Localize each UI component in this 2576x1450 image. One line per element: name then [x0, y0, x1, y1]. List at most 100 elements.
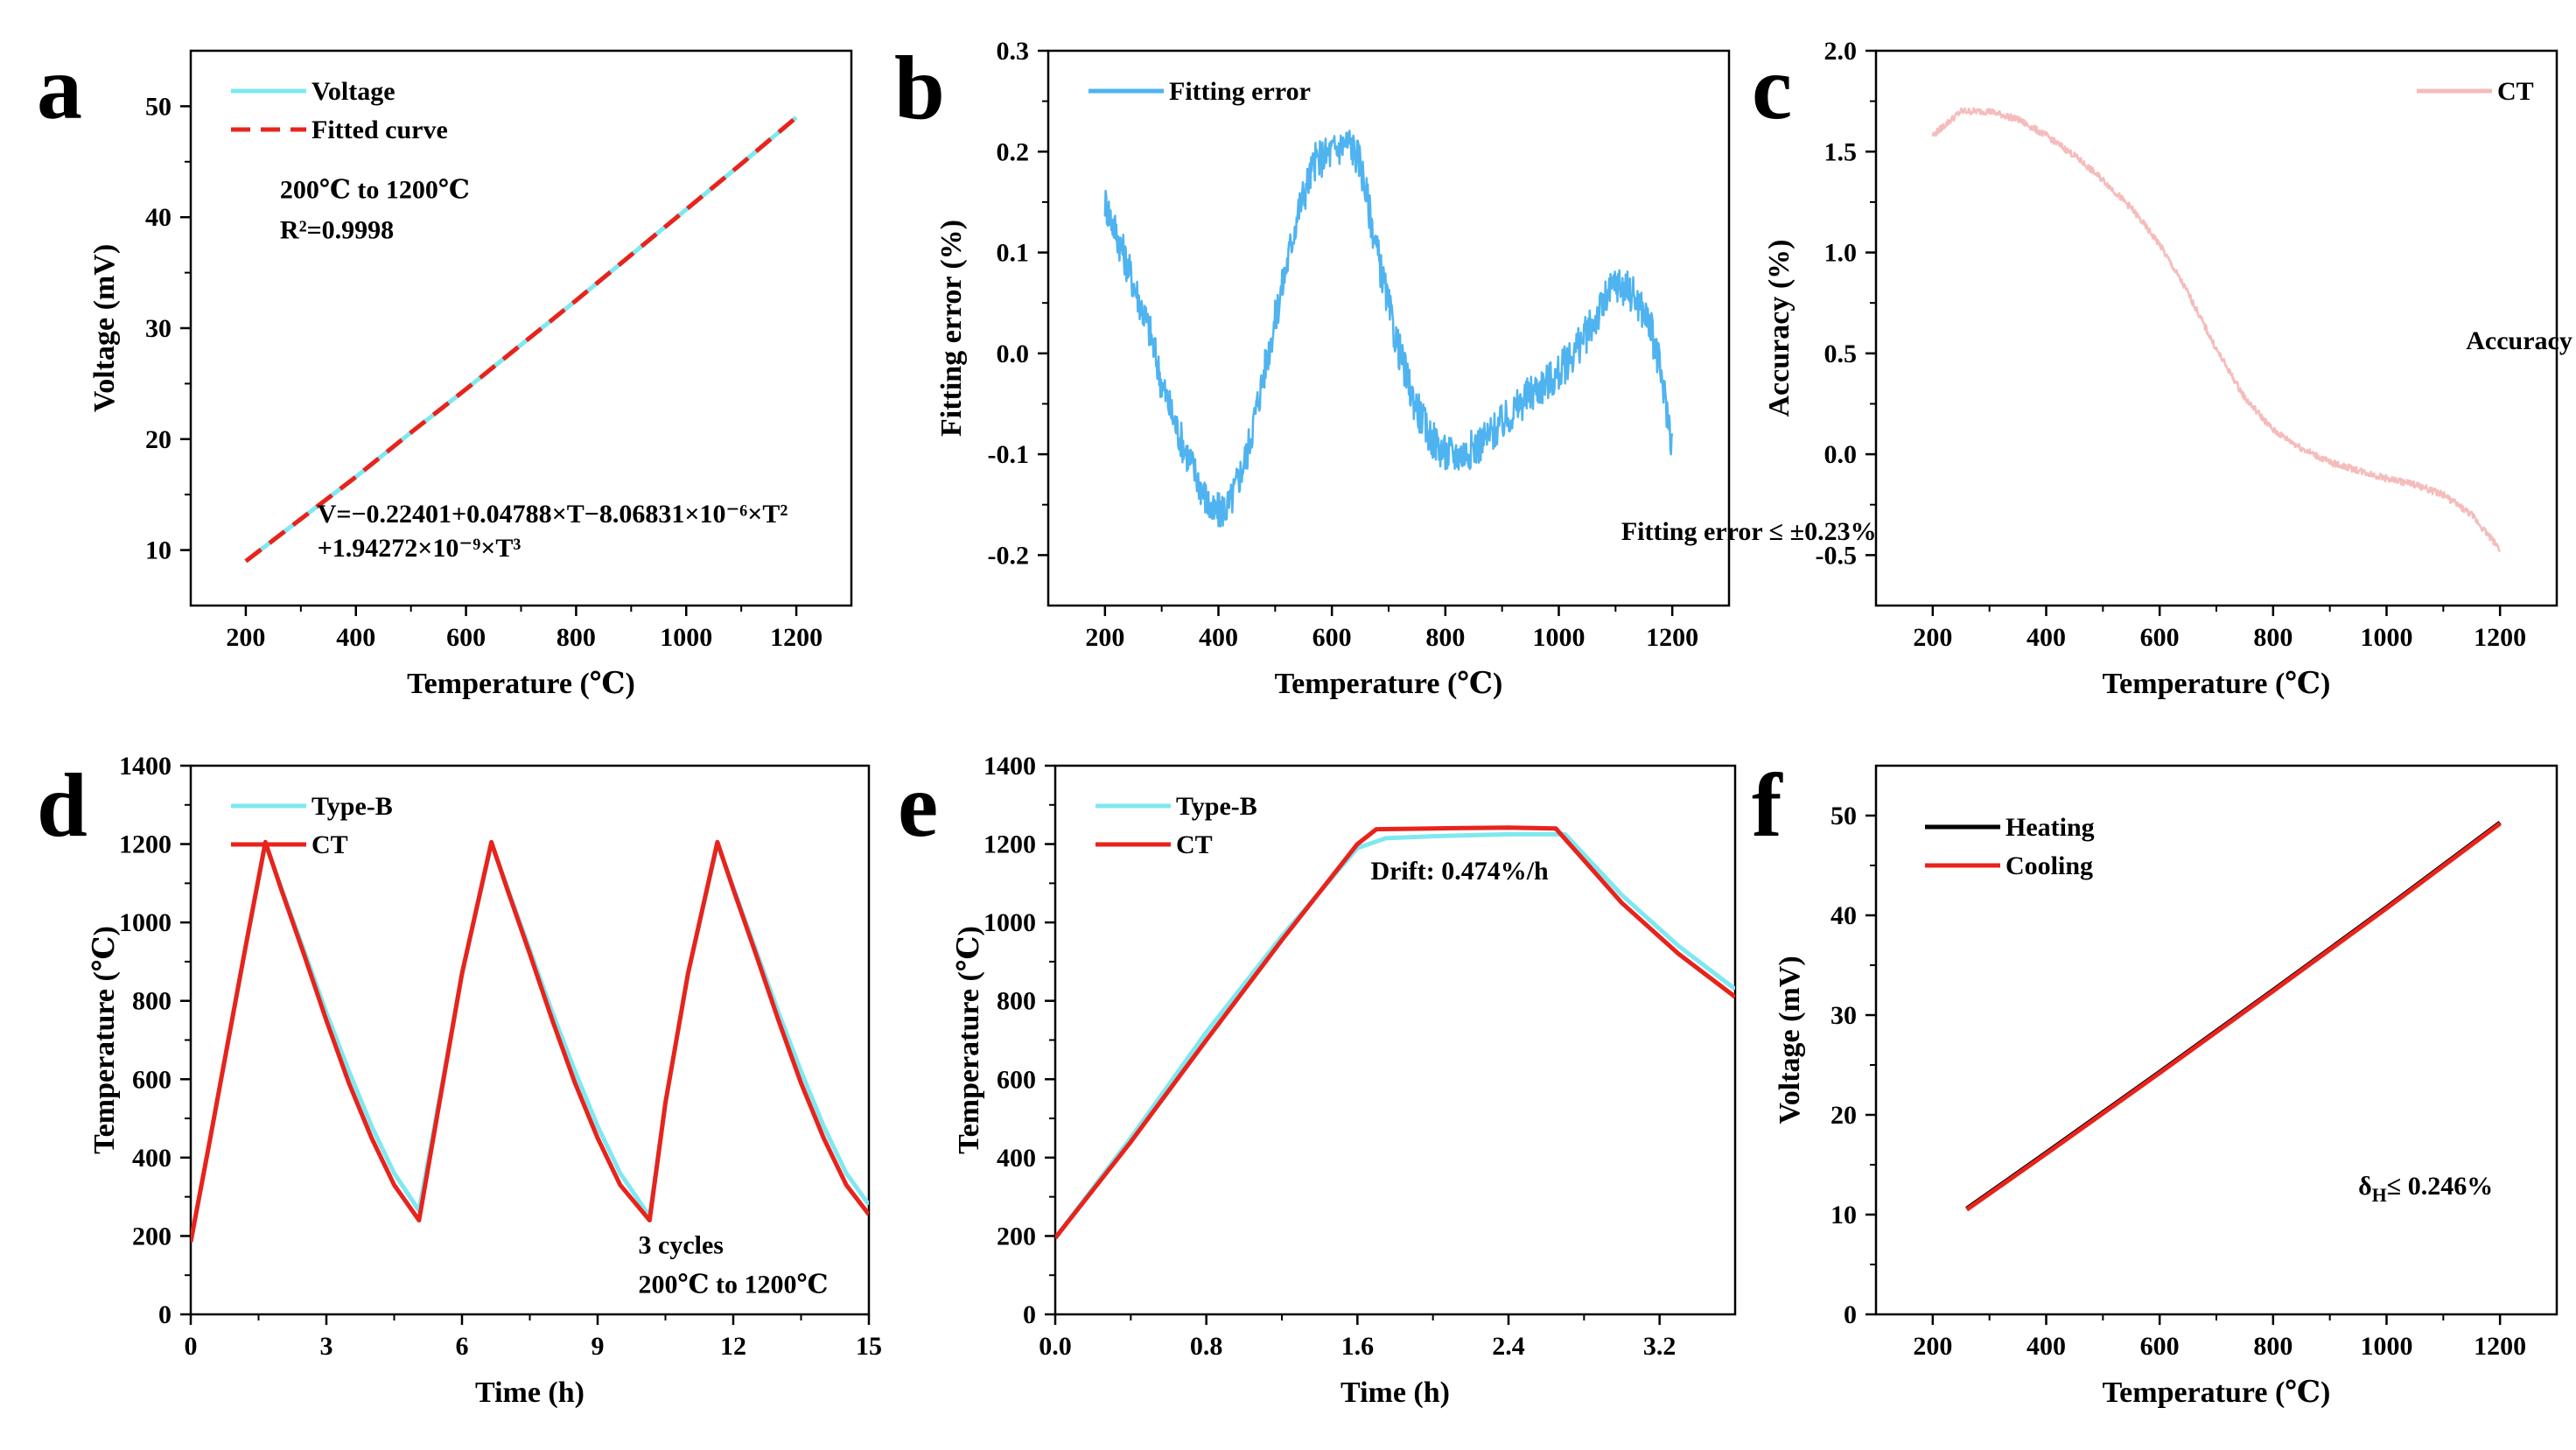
annotation-f-0: δH≤ 0.246%: [2358, 1172, 2493, 1206]
y-tick-label-a: 50: [145, 92, 172, 121]
y-tick-label-d: 1000: [119, 908, 172, 937]
annotation-a-1: R²=0.9998: [280, 215, 394, 244]
x-tick-label-b: 1200: [1646, 623, 1698, 652]
x-tick-label-d: 0: [185, 1332, 198, 1361]
x-tick-label-e: 2.4: [1492, 1332, 1525, 1361]
y-tick-label-f: 40: [1830, 901, 1857, 930]
y-tick-label-d: 0: [158, 1300, 172, 1329]
chart-panel-e: e 0.0 0.8 1.6 2.4 3.2 0 200 400 600 800 1000 1200 140…: [898, 752, 1737, 1409]
x-axis-title-b: Temperature (℃): [1275, 668, 1503, 700]
y-tick-label-d: 1400: [119, 752, 172, 781]
series-line-b-0: [1103, 130, 1674, 528]
x-tick-label-b: 800: [1425, 623, 1465, 652]
x-tick-label-b: 1000: [1533, 623, 1586, 652]
x-tick-label-e: 3.2: [1643, 1332, 1676, 1361]
x-tick-label-f: 800: [2253, 1332, 2292, 1361]
x-tick-label-d: 6: [456, 1332, 469, 1361]
legend-label-a-0: Voltage: [312, 77, 396, 106]
x-tick-label-e: 1.6: [1341, 1332, 1375, 1361]
x-tick-label-f: 600: [2140, 1332, 2180, 1361]
legend-label-a-1: Fitted curve: [312, 116, 448, 144]
x-tick-label-c: 200: [1913, 623, 1952, 652]
annotation-a-3: +1.94272×10⁻⁹×T³: [318, 534, 522, 563]
y-tick-label-b: 0.0: [997, 340, 1030, 368]
y-tick-label-a: 30: [145, 314, 172, 343]
y-tick-label-a: 10: [145, 536, 172, 565]
y-tick-label-c: 0.5: [1824, 340, 1858, 368]
y-tick-label-a: 40: [145, 203, 172, 232]
x-tick-label-d: 9: [592, 1332, 605, 1361]
legend-label-f-1: Cooling: [2006, 851, 2093, 880]
legend-label-f-0: Heating: [2006, 813, 2095, 842]
panel-letter-f: f: [1752, 755, 1783, 856]
x-tick-label-c: 800: [2253, 623, 2292, 652]
annotation-d-1: 200℃ to 1200℃: [639, 1270, 829, 1299]
x-tick-label-d: 15: [856, 1332, 882, 1361]
plot-frame-e: [1054, 764, 1737, 1316]
x-tick-label-d: 3: [320, 1332, 333, 1361]
x-axis-title-d: Time (h): [475, 1376, 584, 1409]
x-tick-label-e: 0.8: [1190, 1332, 1223, 1361]
legend-label-e-1: CT: [1176, 830, 1213, 859]
x-tick-label-f: 1000: [2361, 1332, 2413, 1361]
panel-letter-c: c: [1752, 38, 1792, 138]
y-tick-label-b: 0.1: [997, 239, 1030, 268]
annotation-d-0: 3 cycles: [639, 1231, 724, 1260]
plot-frame-c: [1874, 49, 2558, 607]
x-axis-title-f: Temperature (℃): [2103, 1376, 2331, 1409]
x-axis-title-a: Temperature (℃): [407, 668, 635, 700]
x-tick-label-b: 400: [1199, 623, 1238, 652]
x-tick-label-b: 600: [1312, 623, 1352, 652]
y-tick-label-e: 600: [997, 1065, 1036, 1094]
y-tick-label-b: -0.2: [988, 541, 1030, 570]
y-tick-label-d: 1200: [119, 830, 172, 859]
plot-frame-f: [1874, 764, 2558, 1316]
series-line-c-0: [1931, 107, 2502, 553]
y-tick-label-e: 1200: [984, 830, 1036, 859]
series-line-a-0: [244, 116, 798, 564]
y-tick-label-d: 400: [132, 1144, 172, 1173]
y-tick-label-f: 0: [1844, 1300, 1857, 1329]
y-tick-label-f: 10: [1830, 1201, 1857, 1229]
x-tick-label-b: 200: [1085, 623, 1124, 652]
y-tick-label-b: 0.3: [997, 37, 1030, 66]
y-axis-title-f: Voltage (mV): [1774, 956, 1806, 1124]
annotation-e-0: Drift: 0.474%/h: [1370, 857, 1549, 886]
legend-label-b-0: Fitting error: [1169, 77, 1311, 106]
x-axis-title-e: Time (h): [1340, 1376, 1450, 1409]
series-line-d-0: [191, 842, 869, 1243]
y-axis-title-e: Temperature (℃): [953, 926, 985, 1154]
y-tick-label-e: 800: [997, 987, 1036, 1016]
annotation-b-0: Fitting error ≤ ±0.23%: [1621, 517, 1877, 546]
y-tick-label-f: 30: [1830, 1001, 1857, 1030]
annotation-c-0: Accuracy ≤ ±1.72%: [2466, 326, 2576, 355]
series-line-e-0: [1055, 831, 1735, 1240]
annotation-a-2: V=−0.22401+0.04788×T−8.06831×10⁻⁶×T²: [318, 500, 788, 529]
panel-letter-b: b: [894, 38, 945, 138]
panel-letter-a: a: [37, 38, 82, 138]
legend-label-e-0: Type-B: [1176, 792, 1257, 821]
chart-panel-d: d 0 3 6 9 12 15 0 200 400 600 800 1000 1200 1400 Time (…: [37, 752, 882, 1409]
legend-label-c-0: CT: [2497, 77, 2534, 106]
y-tick-label-a: 20: [145, 425, 172, 454]
chart-panel-a: a 200 400 600 800 1000 1200 10 20 30 40 50 Temperatu…: [37, 38, 853, 700]
x-tick-label-c: 600: [2140, 623, 2180, 652]
y-tick-label-d: 800: [132, 987, 172, 1016]
y-tick-label-e: 400: [997, 1144, 1036, 1173]
y-tick-label-b: 0.2: [997, 137, 1030, 166]
y-tick-label-e: 1000: [984, 908, 1036, 937]
legend-label-d-1: CT: [312, 830, 348, 859]
chart-panel-f: f 200 400 600 800 1000 1200 0 10 20 30 40 50 Temperat…: [1752, 755, 2558, 1409]
y-tick-label-e: 200: [997, 1222, 1036, 1250]
annotation-a-0: 200℃ to 1200℃: [280, 176, 470, 205]
y-axis-title-b: Fitting error (%): [935, 220, 968, 437]
series-line-f-1: [1965, 822, 2502, 1212]
x-tick-label-c: 1000: [2361, 623, 2413, 652]
y-tick-label-c: 2.0: [1824, 37, 1858, 66]
x-tick-label-f: 200: [1913, 1332, 1952, 1361]
panel-letter-d: d: [37, 755, 88, 856]
x-tick-label-a: 600: [446, 623, 486, 652]
y-tick-label-f: 50: [1830, 802, 1857, 830]
plot-frame-d: [189, 764, 871, 1316]
